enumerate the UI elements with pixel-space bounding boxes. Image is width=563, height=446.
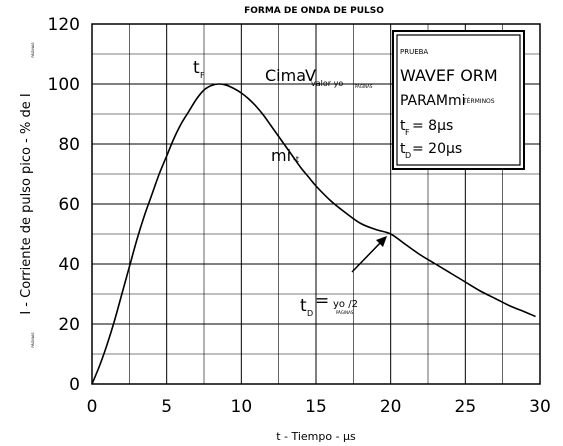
chart-title: FORMA DE ONDA DE PULSO bbox=[244, 6, 384, 16]
legend-line1: PRUEBA bbox=[400, 48, 428, 56]
y-tick-label: 60 bbox=[58, 195, 80, 215]
cima-sub: valor yo bbox=[311, 79, 343, 88]
legend-line2: WAVEF ORM bbox=[400, 66, 498, 85]
mit-label: mi bbox=[271, 146, 291, 165]
legend-line5-sub: D bbox=[405, 151, 411, 160]
x-tick-label: 0 bbox=[87, 397, 98, 417]
y-tick-label: 0 bbox=[69, 375, 80, 395]
legend-line4-t: t bbox=[400, 118, 406, 134]
x-tick-label: 25 bbox=[455, 397, 477, 417]
pulse-curve bbox=[91, 83, 536, 385]
y-axis-label-sub: PÁGINAS bbox=[30, 332, 35, 348]
y-tick-label: 40 bbox=[58, 255, 80, 275]
y-tick-label: 80 bbox=[58, 135, 80, 155]
top-left-sub: PÁGINAS bbox=[30, 42, 35, 58]
cima-sub2: PÁGINAS bbox=[355, 84, 373, 89]
td-value-sub: PÁGINAS bbox=[336, 310, 354, 315]
x-tick-label: 15 bbox=[305, 397, 327, 417]
td-arrow-line bbox=[351, 240, 383, 273]
td-eq: = bbox=[315, 291, 329, 311]
plot-frame bbox=[91, 23, 541, 385]
x-tick-label: 30 bbox=[529, 397, 551, 417]
tf-sub: F bbox=[200, 71, 205, 80]
y-tick-label: 120 bbox=[48, 15, 80, 35]
waveform-parameters-box: PRUEBA WAVEF ORM PARAMmi TÉRMINOS t F = … bbox=[392, 30, 525, 170]
legend-line3: PARAMmi bbox=[400, 93, 465, 109]
y-axis-ticks: 0 20 40 60 80 100 120 bbox=[48, 15, 80, 395]
x-axis-ticks: 0 5 10 15 20 25 30 bbox=[87, 397, 551, 417]
y-axis-label-group: I - Corriente de pulso pico - % de I bbox=[19, 93, 34, 314]
top-left-sub-group: PÁGINAS bbox=[30, 42, 35, 58]
y-axis-label: I - Corriente de pulso pico - % de I bbox=[19, 93, 34, 314]
cima-v: V bbox=[305, 66, 316, 85]
x-tick-label: 5 bbox=[161, 397, 172, 417]
legend-line5-val: = 20µs bbox=[412, 141, 462, 157]
legend-line3-sub: TÉRMINOS bbox=[462, 97, 495, 105]
td-label: t bbox=[300, 296, 307, 316]
y-axis-sub-group: PÁGINAS bbox=[30, 332, 35, 348]
legend-line4-sub: F bbox=[405, 128, 410, 137]
legend-line5-t: t bbox=[400, 141, 406, 157]
x-tick-label: 10 bbox=[231, 397, 253, 417]
tf-label: t bbox=[193, 58, 200, 78]
mit-sub: -t bbox=[293, 155, 299, 164]
legend-line4-val: = 8µs bbox=[412, 118, 453, 134]
td-value: yo /2 bbox=[333, 299, 358, 310]
cima-label: Cima bbox=[265, 66, 306, 85]
td-sub: D bbox=[307, 309, 313, 318]
x-axis-label: t - Tiempo - µs bbox=[276, 430, 356, 443]
y-tick-label: 100 bbox=[48, 75, 80, 95]
td-arrow-head bbox=[376, 236, 387, 247]
y-tick-label: 20 bbox=[58, 315, 80, 335]
x-tick-label: 20 bbox=[380, 397, 402, 417]
